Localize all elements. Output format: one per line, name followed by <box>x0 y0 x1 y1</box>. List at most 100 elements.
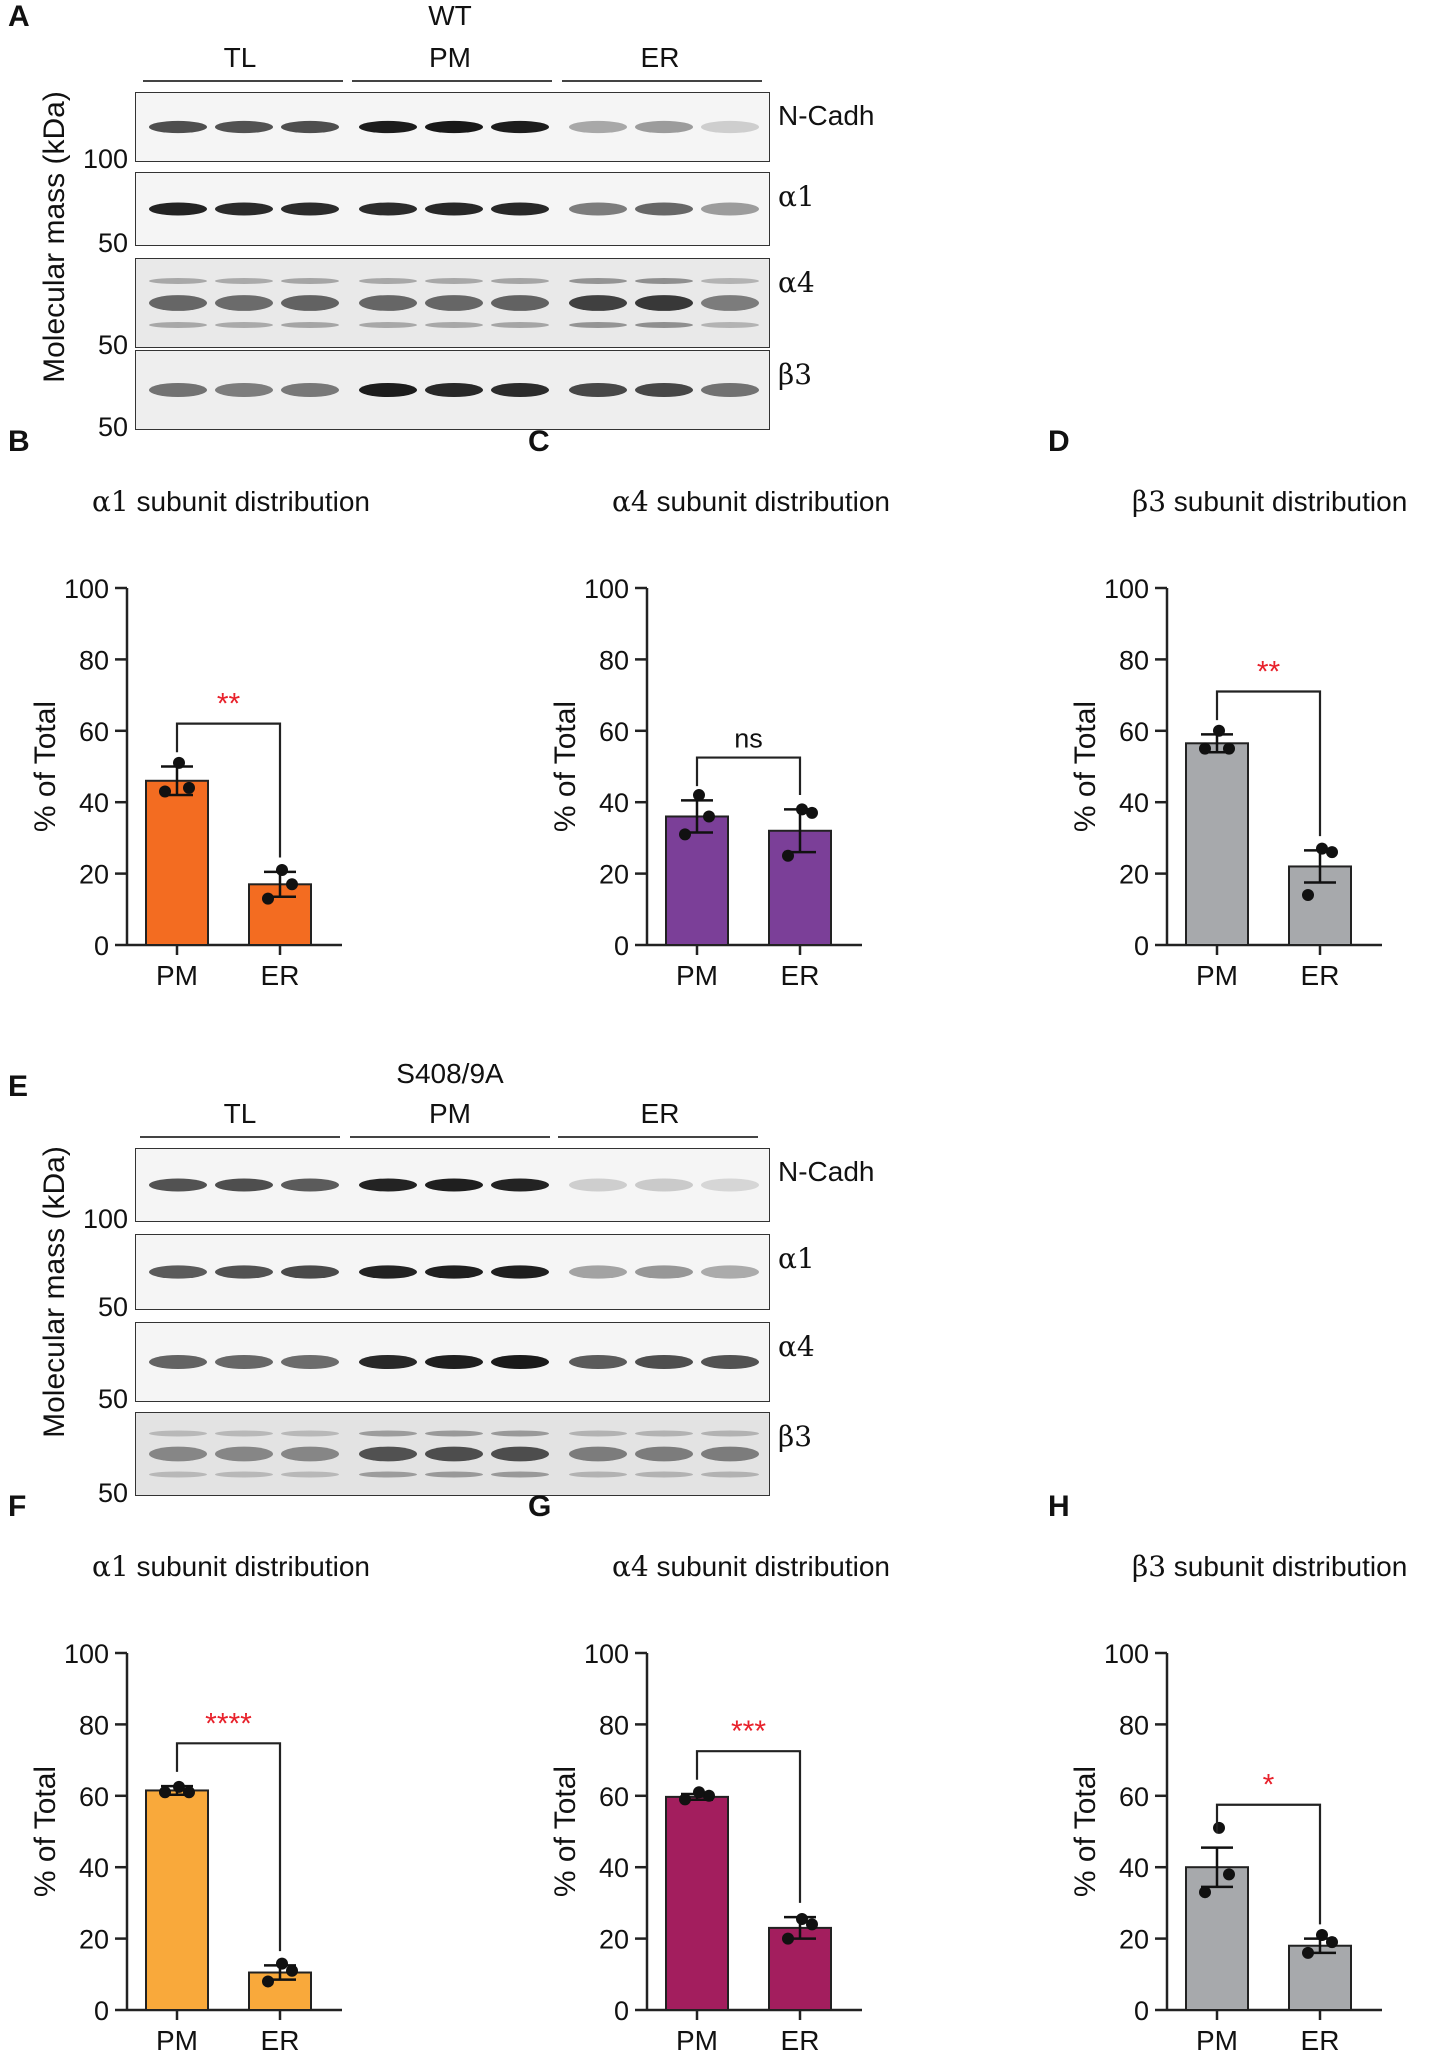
blot-band <box>425 382 483 398</box>
group-line-tl <box>140 1136 340 1138</box>
blot-band <box>701 382 759 398</box>
data-point <box>782 849 794 862</box>
y-tick-label: 20 <box>1119 1925 1149 1955</box>
protein-label: α1 <box>778 180 815 213</box>
panel-letter: H <box>1048 1490 1070 1523</box>
data-point <box>276 864 288 877</box>
group-line-er <box>562 80 762 82</box>
significance-label: *** <box>731 1715 766 1748</box>
blot-band <box>281 1471 339 1478</box>
blot-band <box>149 202 207 216</box>
blot-band <box>281 1446 339 1462</box>
data-point <box>693 1786 705 1799</box>
group-line-pm <box>350 1136 550 1138</box>
y-tick-label: 40 <box>1119 1853 1149 1883</box>
y-tick-label: 40 <box>79 1853 109 1883</box>
protein-label: N-Cadh <box>778 1156 875 1187</box>
group-label-tl: TL <box>223 42 257 73</box>
y-tick-label: 20 <box>599 860 629 890</box>
y-tick-label: 20 <box>79 860 109 890</box>
significance-label: ** <box>1257 656 1281 689</box>
x-tick-label: ER <box>1301 960 1340 985</box>
data-point <box>183 1786 195 1799</box>
blot-strip-4 <box>135 1412 770 1496</box>
data-point <box>1302 889 1314 902</box>
y-tick-label: 0 <box>94 931 109 961</box>
data-point <box>679 828 691 841</box>
blot-band <box>491 202 549 216</box>
blot-band <box>215 322 273 328</box>
bar-chart-svg: 0 20 40 60 80 100 % of Total PM ER ** <box>1069 574 1382 985</box>
blot-band <box>425 120 483 134</box>
blot-band <box>491 382 549 398</box>
blot-band <box>635 382 693 398</box>
data-point <box>1302 1946 1314 1959</box>
data-point <box>679 1793 691 1806</box>
data-point <box>806 1918 818 1931</box>
y-tick-label: 100 <box>64 574 109 604</box>
blot-band <box>359 1471 417 1478</box>
blot-band <box>701 120 759 134</box>
y-axis-title: % of Total <box>549 701 582 832</box>
data-point <box>1213 1821 1225 1834</box>
data-point <box>1326 1936 1338 1949</box>
x-tick-label: PM <box>1196 960 1238 985</box>
blot-band <box>359 1265 417 1279</box>
blot-band <box>359 120 417 134</box>
y-tick-label: 0 <box>94 1996 109 2026</box>
y-tick-label: 80 <box>599 1710 629 1740</box>
molecular-weight-marker: 50 <box>97 330 128 360</box>
data-point <box>703 1789 715 1802</box>
blot-band <box>425 1430 483 1437</box>
blot-band <box>569 278 627 284</box>
condition-label: WT <box>428 0 472 31</box>
blot-band <box>635 1446 693 1462</box>
blot-band <box>425 1354 483 1370</box>
protein-label: α4 <box>778 266 815 299</box>
blot-band <box>425 202 483 216</box>
blot-band <box>215 382 273 398</box>
data-point <box>262 1975 274 1988</box>
data-point <box>1316 842 1328 855</box>
blot-band <box>635 1430 693 1437</box>
data-point <box>1199 1886 1211 1899</box>
blot-band <box>425 278 483 284</box>
significance-label: ** <box>217 688 241 721</box>
panel-letter: C <box>528 425 550 458</box>
blot-band <box>701 1446 759 1462</box>
group-label-pm: PM <box>429 1098 471 1129</box>
blot-band <box>491 1265 549 1279</box>
group-label-er: ER <box>640 42 680 73</box>
molecular-weight-marker: 50 <box>97 1478 128 1508</box>
group-line-tl <box>143 80 343 82</box>
chart-title-subunit: α4 <box>612 485 649 518</box>
blot-band <box>701 202 759 216</box>
molecular-weight-marker: 50 <box>97 1292 128 1322</box>
panel-letter: F <box>8 1490 27 1523</box>
blot-band <box>281 382 339 398</box>
data-point <box>276 1957 288 1970</box>
blot-band <box>359 1354 417 1370</box>
significance-bracket <box>695 756 802 796</box>
chart-title-text: subunit distribution <box>648 486 891 517</box>
blot-band <box>569 322 627 328</box>
y-tick-label: 0 <box>614 931 629 961</box>
y-tick-label: 80 <box>599 645 629 675</box>
bar-chart-svg: 0 20 40 60 80 100 % of Total PM ER ** <box>29 574 342 985</box>
bar-pm <box>1185 742 1249 947</box>
y-tick-label: 40 <box>1119 788 1149 818</box>
blot-band <box>425 322 483 328</box>
bar-chart-svg: 0 20 40 60 80 100 % of Total PM ER *** <box>549 1639 862 2050</box>
blot-band <box>149 1178 207 1192</box>
y-tick-label: 0 <box>1134 931 1149 961</box>
blot-band <box>281 202 339 216</box>
data-point <box>703 810 715 823</box>
blot-band <box>281 1265 339 1279</box>
blot-band <box>149 322 207 328</box>
data-point <box>1213 724 1225 737</box>
y-axis-title: % of Total <box>29 701 62 832</box>
blot-band <box>635 1471 693 1478</box>
chart-title-text: subunit distribution <box>1166 1551 1408 1582</box>
